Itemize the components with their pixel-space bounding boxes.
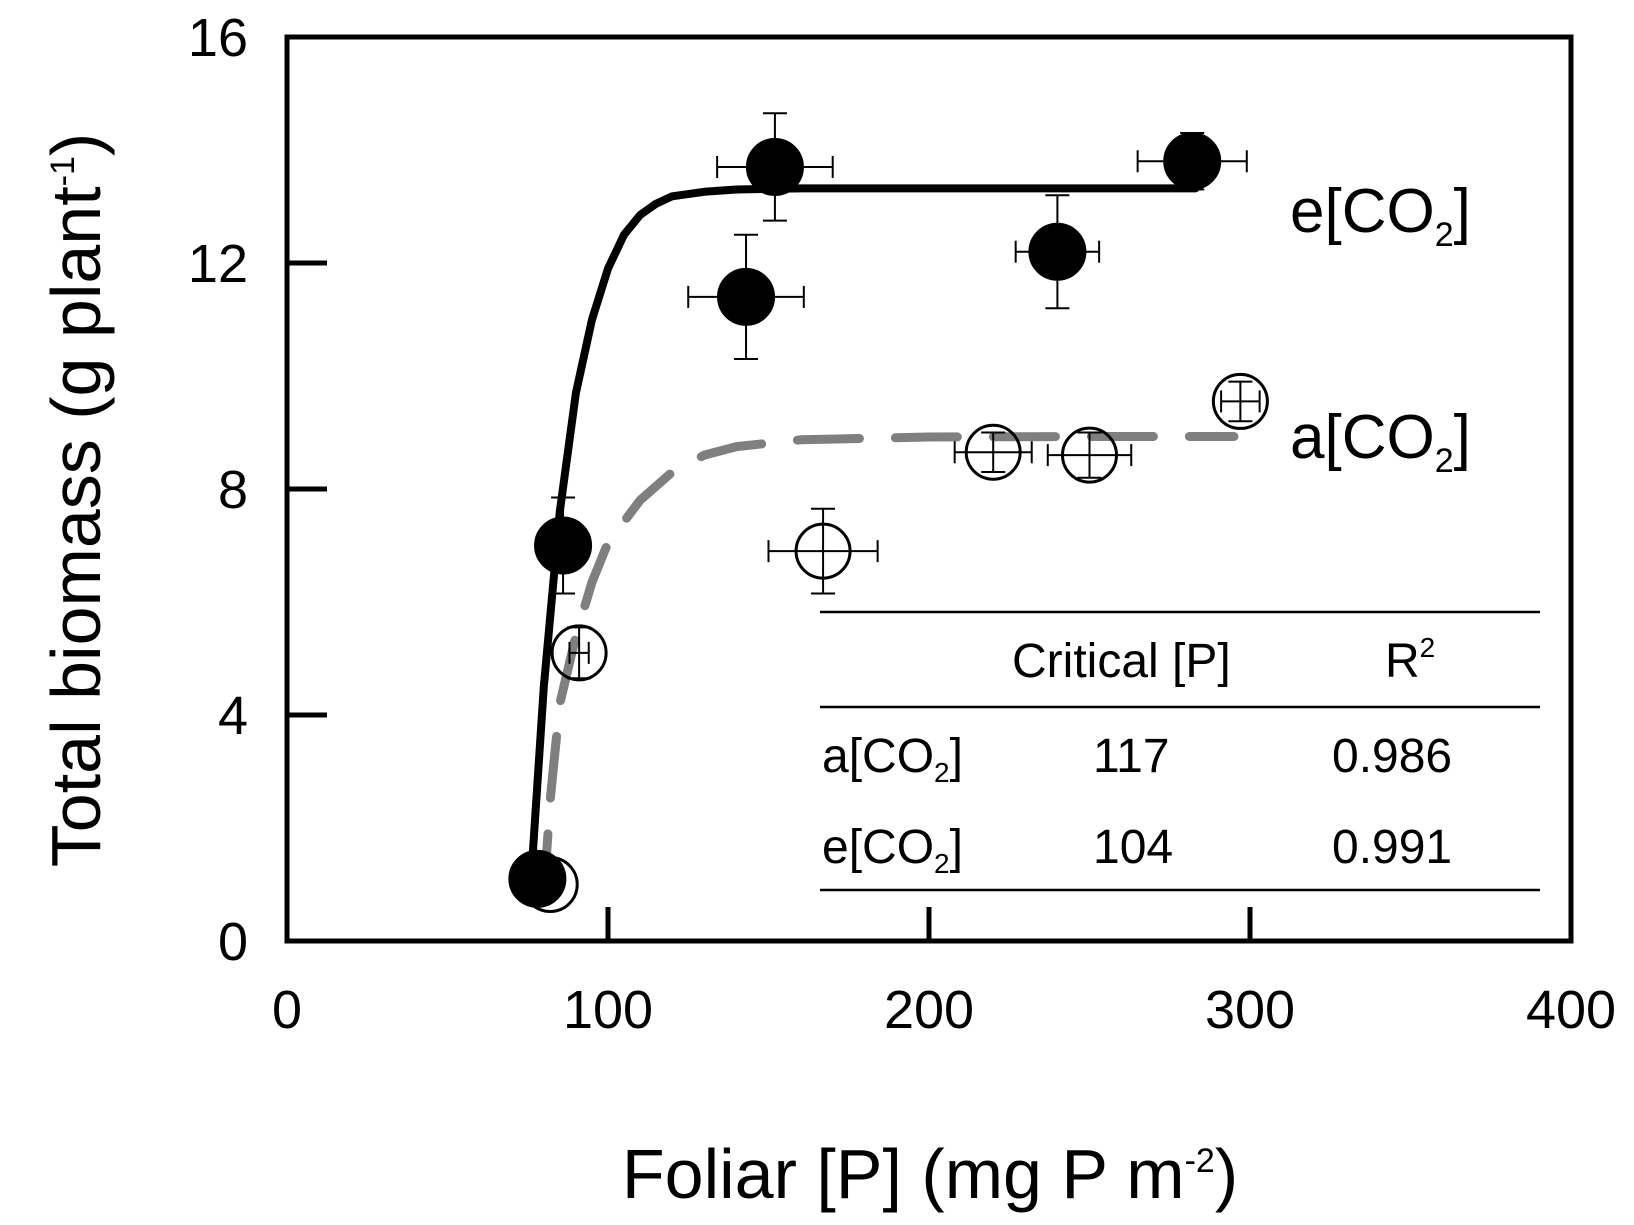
point-a-1 xyxy=(550,624,608,682)
y-tick-label-0: 0 xyxy=(218,912,248,972)
y-tick-label-8: 8 xyxy=(218,460,248,520)
plot-layer: 0 100 200 300 400 0 4 8 12 16 xyxy=(188,8,1616,1040)
table-header-critical-p: Critical [P] xyxy=(1012,635,1231,688)
point-e-1 xyxy=(534,516,593,575)
y-tick-label-12: 12 xyxy=(188,234,248,294)
table-row-e-label: e[CO2] xyxy=(822,821,963,879)
point-a-4 xyxy=(1061,426,1118,484)
table-row-a-critical: 117 xyxy=(1093,730,1170,783)
inset-table: Critical [P] R2 a[CO2] 117 0.986 e[CO2] … xyxy=(820,610,1540,892)
x-tick-label-400: 400 xyxy=(1526,980,1616,1040)
x-tick-label-200: 200 xyxy=(884,980,974,1040)
x-axis-title: Foliar [P] (mg P m-2) xyxy=(622,1135,1238,1213)
point-e-4 xyxy=(1028,222,1087,281)
point-e-2 xyxy=(717,267,776,326)
point-a-2 xyxy=(794,522,852,580)
point-e-5 xyxy=(1163,132,1222,191)
y-tick-label-16: 16 xyxy=(188,8,248,68)
plot-frame xyxy=(284,34,1574,944)
table-row-a-r2: 0.986 xyxy=(1332,730,1452,783)
y-tick-label-4: 4 xyxy=(218,686,248,746)
series-label-a: a[CO2] xyxy=(1290,403,1471,480)
point-a-3 xyxy=(964,423,1022,481)
table-row-e-r2: 0.991 xyxy=(1332,821,1452,874)
table-row-a-label: a[CO2] xyxy=(822,730,963,788)
x-tick-label-0: 0 xyxy=(272,980,302,1040)
point-e-0 xyxy=(508,849,567,908)
table-header-r2: R2 xyxy=(1385,632,1435,688)
y-axis-title: Total biomass (g plant-1) xyxy=(37,133,115,867)
table-row-e-critical: 104 xyxy=(1093,821,1173,874)
point-e-3 xyxy=(745,137,804,196)
fit-line-a xyxy=(539,432,1239,901)
point-a-5 xyxy=(1211,372,1269,430)
x-tick-label-100: 100 xyxy=(563,980,653,1040)
x-tick-label-300: 300 xyxy=(1205,980,1295,1040)
series-label-e: e[CO2] xyxy=(1290,177,1471,254)
